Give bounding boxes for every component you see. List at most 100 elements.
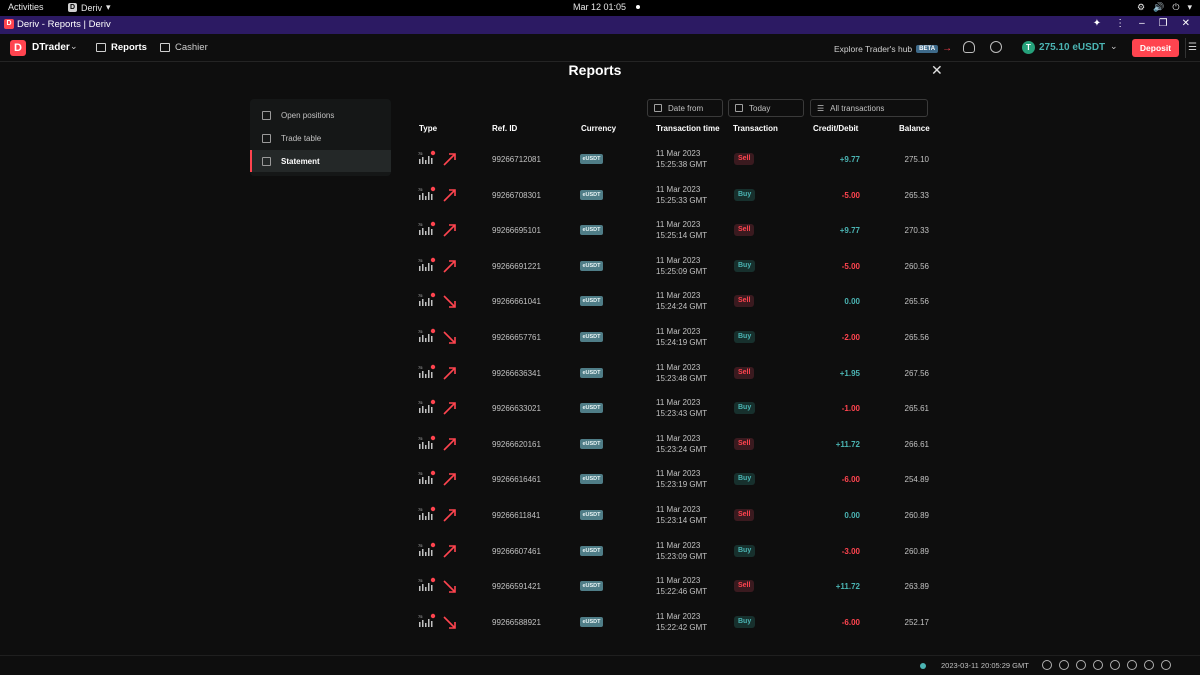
whatsapp-icon[interactable]: [1042, 660, 1052, 670]
volume-icon: 🔊: [1153, 2, 1165, 12]
svg-text:75: 75: [418, 365, 423, 370]
fall-contract-icon: 75: [418, 577, 456, 593]
fullscreen-icon[interactable]: [1161, 660, 1171, 670]
ref-id[interactable]: 99266695101: [492, 226, 541, 236]
table-row[interactable]: 75 99266661041 eUSDT 11 Mar 2023 15:24:24 GM…: [410, 283, 940, 318]
explore-traders-hub-link[interactable]: Explore Trader's hub BETA →: [834, 43, 952, 54]
table-row[interactable]: 75 99266607461 eUSDT 11 Mar 2023 15:23:09 GM…: [410, 533, 940, 568]
deriv-logo-icon[interactable]: D: [10, 40, 26, 56]
ref-id[interactable]: 99266661041: [492, 297, 541, 307]
ref-id[interactable]: 99266588921: [492, 617, 541, 627]
transaction-type-badge: Buy: [734, 188, 756, 201]
ref-id[interactable]: 99266611841: [492, 511, 541, 520]
transaction-time: 11 Mar 2023 15:23:24 GMT: [656, 433, 707, 455]
transaction-date: 11 Mar 2023: [656, 362, 701, 372]
tether-currency-icon[interactable]: T: [1022, 41, 1035, 54]
transaction-clock: 15:25:09 GMT: [656, 266, 708, 276]
minimize-icon[interactable]: –: [1139, 18, 1145, 29]
nav-reports[interactable]: Reports: [96, 42, 147, 53]
table-row[interactable]: 75 99266620161 eUSDT 11 Mar 2023 15:23:24 GM…: [410, 426, 940, 461]
currency-badge: eUSDT: [580, 189, 603, 200]
svg-text:75: 75: [418, 614, 423, 619]
chevron-down-icon[interactable]: ⌄: [70, 41, 78, 51]
rise-contract-icon: 75: [418, 221, 456, 237]
ref-id[interactable]: 99266657761: [492, 333, 541, 342]
language-icon[interactable]: [1127, 660, 1137, 670]
column-header-type: Type: [419, 124, 438, 133]
deriv-app-icon: D: [68, 3, 77, 12]
nav-cashier[interactable]: Cashier: [160, 42, 208, 53]
ref-id[interactable]: 99266691221: [492, 261, 541, 271]
currency-badge: eUSDT: [580, 438, 603, 449]
fall-contract-icon: 75: [418, 328, 456, 344]
date-to-input[interactable]: Today: [728, 99, 804, 117]
ref-id[interactable]: 99266607461: [492, 546, 541, 556]
close-reports-icon[interactable]: ✕: [931, 62, 943, 78]
cashier-icon: [160, 43, 170, 52]
transaction-time: 11 Mar 2023 15:23:43 GMT: [656, 397, 707, 419]
network-icon: ⚙: [1137, 2, 1146, 12]
table-row[interactable]: 75 99266657761 eUSDT 11 Mar 2023 15:24:19 GM…: [410, 319, 940, 354]
table-row[interactable]: 75 99266588921 eUSDT 11 Mar 2023 15:22:42 GM…: [410, 604, 940, 639]
notifications-bell-icon[interactable]: [963, 41, 975, 53]
platform-switcher-label[interactable]: DTrader: [32, 42, 70, 53]
settings-icon[interactable]: [1144, 660, 1154, 670]
rise-contract-icon: 75: [418, 186, 456, 202]
credit-debit-amount: -2.00: [841, 333, 860, 342]
table-row[interactable]: 75 99266712081 eUSDT 11 Mar 2023 15:25:38 GM…: [410, 141, 940, 176]
ref-id[interactable]: 99266616461: [492, 475, 541, 485]
table-row[interactable]: 75 99266591421 eUSDT 11 Mar 2023 15:22:46 GM…: [410, 568, 940, 603]
credit-debit-amount: -5.00: [841, 261, 860, 271]
transaction-clock: 15:22:42 GMT: [656, 622, 708, 632]
app-menu[interactable]: D Deriv ▾: [68, 2, 111, 13]
table-row[interactable]: 75 99266708301 eUSDT 11 Mar 2023 15:25:33 GM…: [410, 177, 940, 212]
system-tray[interactable]: ⚙ 🔊 ⏻ ▾: [1137, 2, 1192, 13]
transaction-type-badge: Buy: [734, 259, 756, 272]
transaction-date: 11 Mar 2023: [656, 291, 701, 301]
help-icon[interactable]: [1110, 660, 1120, 670]
kebab-menu-icon[interactable]: ⋮: [1115, 18, 1126, 29]
restore-icon[interactable]: ❐: [1158, 18, 1168, 29]
ref-id[interactable]: 99266591421: [492, 582, 541, 592]
column-header-transaction: Transaction: [733, 124, 778, 133]
table-row[interactable]: 75 99266691221 eUSDT 11 Mar 2023 15:25:09 GM…: [410, 248, 940, 283]
transaction-type-badge: Buy: [734, 544, 756, 557]
svg-text:75: 75: [418, 400, 423, 405]
table-row[interactable]: 75 99266636341 eUSDT 11 Mar 2023 15:23:48 GM…: [410, 355, 940, 390]
chat-icon[interactable]: [1059, 660, 1069, 670]
sidebar-item-trade-table[interactable]: Trade table: [250, 127, 391, 149]
responsible-trading-icon[interactable]: [1093, 660, 1103, 670]
activities-button[interactable]: Activities: [8, 2, 44, 12]
transaction-type-dropdown[interactable]: ☰ All transactions: [810, 99, 928, 117]
sidebar-item-open-positions[interactable]: Open positions: [250, 104, 391, 126]
transaction-clock: 15:23:19 GMT: [656, 480, 708, 490]
column-header-credit-debit: Credit/Debit: [813, 124, 859, 133]
table-row[interactable]: 75 99266611841 eUSDT 11 Mar 2023 15:23:14 GM…: [410, 497, 940, 532]
account-settings-icon[interactable]: [990, 41, 1002, 53]
balance-value: 265.33: [904, 190, 929, 200]
rise-contract-icon: 75: [418, 542, 456, 558]
dark-mode-icon[interactable]: [1076, 660, 1086, 670]
sidebar-item-statement[interactable]: Statement: [250, 150, 391, 172]
os-clock[interactable]: Mar 12 01:05: [573, 2, 641, 12]
date-from-input[interactable]: Date from: [647, 99, 723, 117]
extension-icon[interactable]: ✦: [1092, 18, 1102, 29]
ref-id[interactable]: 99266633021: [492, 404, 541, 414]
hamburger-menu-icon[interactable]: ☰: [1188, 42, 1197, 53]
balance-value: 275.10: [904, 155, 929, 164]
ref-id[interactable]: 99266636341: [492, 368, 541, 378]
account-switcher-chevron-icon[interactable]: ⌄: [1110, 41, 1118, 51]
os-top-bar: Activities D Deriv ▾ Mar 12 01:05 ⚙ 🔊 ⏻ …: [0, 0, 1200, 16]
ref-id[interactable]: 99266620161: [492, 439, 541, 449]
table-row[interactable]: 75 99266633021 eUSDT 11 Mar 2023 15:23:43 GM…: [410, 390, 940, 425]
ref-id[interactable]: 99266712081: [492, 155, 541, 164]
transaction-time: 11 Mar 2023 15:24:19 GMT: [656, 326, 707, 348]
account-balance[interactable]: 275.10 eUSDT: [1039, 42, 1106, 53]
deposit-button[interactable]: Deposit: [1132, 39, 1179, 57]
table-row[interactable]: 75 99266695101 eUSDT 11 Mar 2023 15:25:14 GM…: [410, 212, 940, 247]
table-row[interactable]: 75 99266616461 eUSDT 11 Mar 2023 15:23:19 GM…: [410, 461, 940, 496]
column-header-currency: Currency: [581, 124, 617, 133]
close-icon[interactable]: ✕: [1181, 18, 1190, 29]
svg-text:75: 75: [418, 222, 423, 227]
ref-id[interactable]: 99266708301: [492, 190, 541, 200]
